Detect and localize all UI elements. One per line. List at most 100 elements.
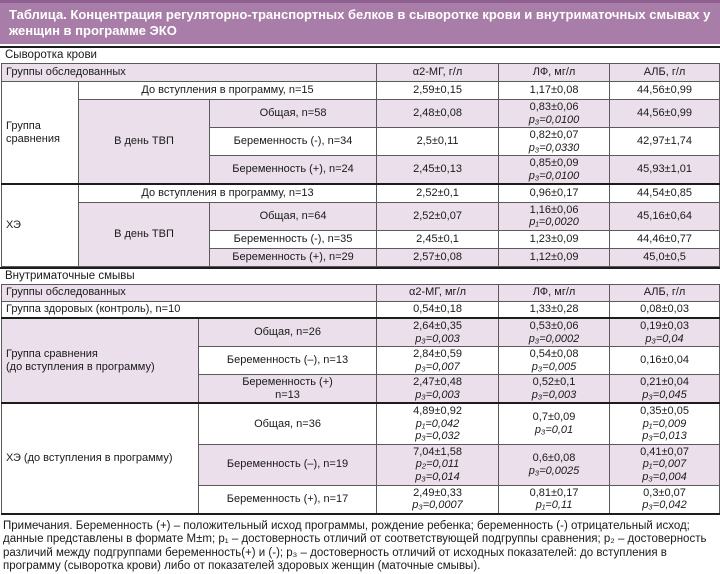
value-cell: 0,7±0,09 p₃=0,01 bbox=[498, 402, 611, 445]
subgroup-label: В день ТВП bbox=[78, 99, 210, 185]
cell-line: p₃=0,003 bbox=[415, 388, 460, 401]
col-header-groups: Группы обследованных bbox=[0, 283, 378, 302]
cell-line: 4,89±0,92 bbox=[413, 405, 462, 417]
cell-line: p₃=0,0330 bbox=[528, 141, 580, 154]
cell-line: 0,6±0,08 bbox=[532, 452, 576, 464]
value-cell: 0,85±0,09 p₃=0,0100 bbox=[498, 155, 611, 185]
cell-line: Беременность (–), n=19 bbox=[226, 458, 349, 471]
row-label: Общая, n=58 bbox=[208, 99, 378, 128]
cell-line: n=13 bbox=[275, 388, 300, 401]
cell-line: p₃=0,004 bbox=[642, 470, 687, 483]
group-label: Группа сравнения bbox=[1, 81, 79, 185]
group-label: ХЭ (до вступления в программу) bbox=[1, 402, 199, 514]
table-row: Беременность (+), n=17 2,49±0,33 p₃=0,000… bbox=[2, 484, 720, 514]
col-header-a2mg: α2-МГ, мг/л bbox=[376, 283, 500, 302]
cell-line: ХЭ (до вступления в программу) bbox=[6, 452, 173, 464]
cell-line: 0,83±0,06 bbox=[529, 101, 579, 113]
cell-line: 0,96±0,17 bbox=[529, 187, 579, 199]
col-header-alb: АЛБ, г/л bbox=[609, 283, 720, 302]
table-header-row: Группы обследованных α2-МГ, г/л ЛФ, мг/л… bbox=[0, 63, 720, 82]
row-label: Беременность (+), n=29 bbox=[208, 247, 378, 267]
row-label: Беременность (+), n=17 bbox=[197, 484, 378, 514]
cell-line: 44,54±0,85 bbox=[637, 187, 693, 199]
row-label: Общая, n=64 bbox=[208, 201, 378, 231]
value-cell: 1,17±0,08 bbox=[498, 81, 611, 100]
table-row: Группа здоровых (контроль), n=10 0,54±0,… bbox=[0, 300, 720, 319]
cell-line: (до вступления в программу) bbox=[6, 360, 155, 373]
value-cell: 45,93±1,01 bbox=[609, 155, 720, 185]
value-cell: 2,52±0,07 bbox=[376, 201, 500, 231]
cell-line: 1,16±0,06 bbox=[529, 203, 579, 216]
value-cell: 2,64±0,35 p₃=0,003 bbox=[376, 317, 500, 347]
value-cell: 2,84±0,59 p₃=0,007 bbox=[376, 346, 500, 375]
col-header-lf: ЛФ, мг/л bbox=[498, 283, 611, 302]
cell-line: 2,57±0,08 bbox=[413, 250, 462, 263]
table-row: Группа сравнения (до вступления в програм… bbox=[1, 317, 720, 404]
cell-line: Общая, n=36 bbox=[254, 417, 321, 430]
value-cell: 1,16±0,06 p₁=0,0020 bbox=[498, 201, 611, 231]
cell-line: 45,93±1,01 bbox=[637, 163, 693, 176]
value-cell: 2,49±0,33 p₃=0,0007 bbox=[376, 484, 500, 514]
table-row: Беременность (–), n=13 2,84±0,59 p₃=0,007… bbox=[2, 346, 720, 375]
cell-line: 0,08±0,03 bbox=[640, 303, 689, 315]
value-cell: 4,89±0,92 p₁=0,042 p₃=0,032 bbox=[376, 402, 500, 445]
col-header-groups: Группы обследованных bbox=[0, 63, 378, 82]
cell-line: p₁=0,042 bbox=[415, 417, 460, 430]
cell-line: 0,85±0,09 bbox=[529, 157, 579, 169]
col-header-a2mg: α2-МГ, г/л bbox=[376, 63, 500, 82]
section-label-serum: Сыворотка крови bbox=[0, 46, 720, 63]
cell-line: p₃=0,014 bbox=[415, 470, 460, 483]
value-cell: 2,57±0,08 bbox=[376, 247, 500, 267]
cell-line: 2,59±0,15 bbox=[413, 84, 462, 97]
value-cell: 0,41±0,07 p₁=0,007 p₃=0,004 bbox=[609, 443, 720, 486]
serum-table: Группы обследованных α2-МГ, г/л ЛФ, мг/л… bbox=[0, 63, 720, 267]
cell-line: p₁=0,007 bbox=[642, 458, 687, 471]
value-cell: 0,19±0,03 p₃=0,04 bbox=[609, 317, 720, 347]
row-label: Беременность (+), n=24 bbox=[208, 155, 378, 185]
cell-line: Общая, n=26 bbox=[254, 326, 321, 339]
cell-line: 2,5±0,11 bbox=[416, 135, 459, 148]
page-title: Таблица. Концентрация регуляторно-трансп… bbox=[0, 0, 720, 44]
cell-line: Беременность (+) bbox=[242, 376, 333, 388]
value-cell: 45,16±0,64 bbox=[609, 201, 720, 231]
subgroup-label: В день ТВП bbox=[78, 201, 210, 267]
value-cell: 0,16±0,04 bbox=[609, 346, 720, 375]
cell-line: 1,23±0,09 bbox=[529, 232, 579, 245]
cell-line: 0,41±0,07 bbox=[640, 445, 689, 458]
cell-line: Группа здоровых (контроль), n=10 bbox=[6, 303, 181, 315]
value-cell: 0,3±0,07 p₃=0,042 bbox=[609, 484, 720, 514]
value-cell: 1,12±0,09 bbox=[498, 247, 611, 267]
value-cell: 0,21±0,04 p₃=0,045 bbox=[609, 374, 720, 404]
cell-line: 1,12±0,09 bbox=[529, 250, 579, 263]
cell-line: p₃=0,0002 bbox=[528, 332, 580, 345]
value-cell: 0,52±0,1 p₃=0,003 bbox=[498, 374, 611, 404]
cell-line: 45,0±0,5 bbox=[643, 250, 686, 263]
row-label: До вступления в программу, n=13 bbox=[77, 183, 378, 203]
cell-line: p₃=0,003 bbox=[415, 332, 460, 345]
value-cell: 44,46±0,77 bbox=[609, 229, 720, 249]
value-cell: 0,35±0,05 p₁=0,009 p₃=0,013 bbox=[609, 402, 720, 445]
col-header-lf: ЛФ, мг/л bbox=[498, 63, 611, 82]
value-cell: 0,82±0,07 p₃=0,0330 bbox=[498, 127, 611, 156]
value-cell: 0,6±0,08 p₃=0,0025 bbox=[498, 443, 611, 486]
cell-line: 45,16±0,64 bbox=[637, 209, 693, 222]
row-label: Общая, n=36 bbox=[197, 402, 378, 445]
value-cell: 0,08±0,03 bbox=[609, 300, 720, 319]
row-label: Беременность (-), n=35 bbox=[208, 229, 378, 249]
cell-line: 0,7±0,09 bbox=[532, 411, 576, 424]
cell-line: 0,81±0,17 bbox=[529, 486, 579, 499]
cell-line: Беременность (–), n=13 bbox=[226, 354, 349, 367]
value-cell: 42,97±1,74 bbox=[609, 127, 720, 156]
cell-line: p₃=0,013 bbox=[642, 430, 687, 442]
cell-line: p₃=0,0007 bbox=[412, 499, 463, 511]
col-header-alb: АЛБ, г/л bbox=[609, 63, 720, 82]
cell-line: 0,19±0,03 bbox=[640, 320, 689, 332]
cell-line: 7,04±1,58 bbox=[413, 445, 462, 458]
cell-line: 2,49±0,33 bbox=[413, 486, 462, 499]
row-label: До вступления в программу, n=15 bbox=[77, 81, 378, 100]
row-label: Беременность (+) n=13 bbox=[197, 374, 378, 404]
cell-line: p₃=0,0025 bbox=[528, 464, 580, 477]
value-cell: 2,52±0,1 bbox=[376, 183, 500, 203]
cell-line: 2,48±0,08 bbox=[413, 107, 462, 120]
